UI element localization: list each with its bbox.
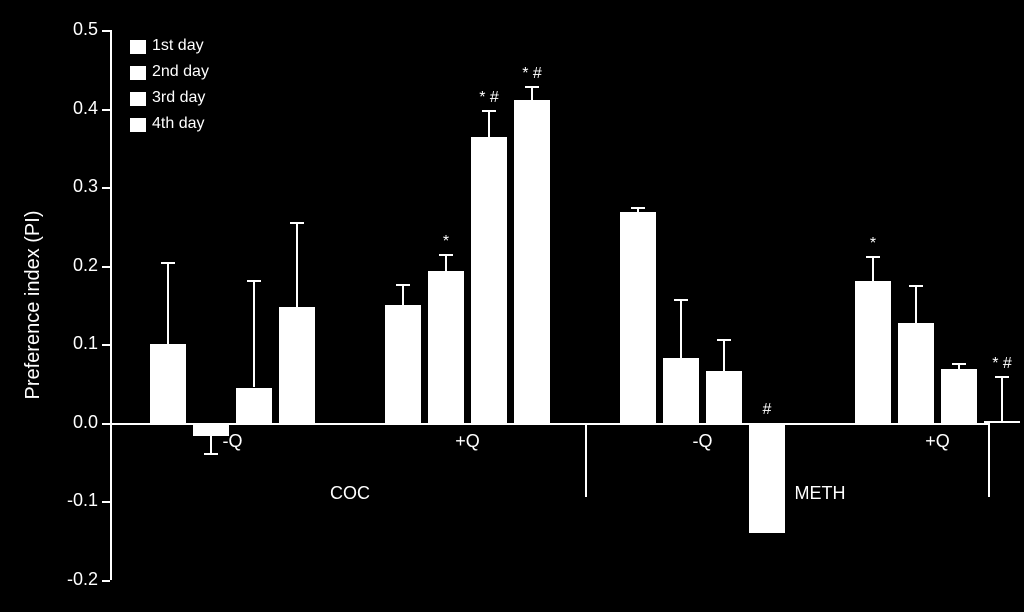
legend-label: 2nd day — [152, 63, 209, 81]
error-cap — [204, 453, 218, 455]
y-tick — [102, 501, 110, 503]
bar — [941, 369, 977, 422]
bar — [663, 358, 699, 423]
y-axis-title: Preference index (PI) — [22, 195, 45, 415]
bar-annotation: * # — [504, 65, 560, 83]
cluster-label: -Q — [150, 431, 315, 452]
error-cap — [247, 280, 261, 282]
error-bar — [915, 286, 917, 323]
cluster-label: +Q — [385, 431, 550, 452]
legend-swatch — [130, 66, 146, 80]
error-cap — [952, 363, 966, 365]
bar-annotation: * — [845, 235, 901, 253]
x-axis-end-tick — [988, 423, 990, 498]
error-bar — [167, 263, 169, 345]
error-cap — [439, 254, 453, 256]
y-tick-label: -0.1 — [30, 490, 98, 511]
y-tick — [102, 266, 110, 268]
error-cap — [909, 285, 923, 287]
legend-swatch — [130, 92, 146, 106]
error-bar — [1001, 377, 1003, 421]
bar — [514, 100, 550, 423]
y-tick — [102, 580, 110, 582]
bar-annotation: * # — [461, 89, 517, 107]
error-bar — [445, 255, 447, 272]
bar-chart: -0.2-0.10.00.10.20.30.40.5Preference ind… — [0, 0, 1024, 612]
cluster-label: -Q — [620, 431, 785, 452]
legend-label: 4th day — [152, 115, 204, 133]
bar — [385, 305, 421, 423]
y-tick-label: -0.2 — [30, 569, 98, 590]
error-cap — [396, 284, 410, 286]
bar — [855, 281, 891, 422]
section-divider — [585, 423, 587, 498]
error-cap — [631, 207, 645, 209]
bar — [706, 371, 742, 423]
error-bar — [723, 340, 725, 371]
error-bar — [253, 281, 255, 387]
error-cap — [866, 256, 880, 258]
bar — [428, 271, 464, 423]
error-bar — [680, 300, 682, 357]
section-label: COC — [290, 483, 410, 504]
error-bar — [531, 87, 533, 100]
bar-annotation: # — [739, 401, 795, 419]
bar — [236, 388, 272, 423]
y-tick — [102, 109, 110, 111]
error-bar — [872, 257, 874, 281]
y-tick — [102, 423, 110, 425]
y-tick — [102, 187, 110, 189]
error-cap — [482, 110, 496, 112]
cluster-label: +Q — [855, 431, 1020, 452]
y-tick-label: 0.3 — [30, 176, 98, 197]
error-cap — [525, 86, 539, 88]
error-cap — [674, 299, 688, 301]
bar — [898, 323, 934, 423]
y-tick — [102, 30, 110, 32]
y-axis — [110, 30, 112, 580]
error-cap — [717, 339, 731, 341]
y-tick — [102, 344, 110, 346]
bar — [150, 344, 186, 423]
legend-label: 1st day — [152, 37, 204, 55]
legend-label: 3rd day — [152, 89, 205, 107]
error-cap — [290, 222, 304, 224]
section-label: METH — [760, 483, 880, 504]
bar — [620, 212, 656, 423]
error-cap — [995, 376, 1009, 378]
legend-swatch — [130, 118, 146, 132]
legend-swatch — [130, 40, 146, 54]
error-bar — [488, 111, 490, 137]
bar-annotation: * # — [974, 355, 1024, 373]
error-bar — [296, 223, 298, 307]
y-tick-label: 0.5 — [30, 19, 98, 40]
x-axis — [110, 423, 990, 425]
error-bar — [402, 285, 404, 305]
y-tick-label: 0.4 — [30, 98, 98, 119]
error-cap — [161, 262, 175, 264]
bar-annotation: * — [418, 233, 474, 251]
bar — [279, 307, 315, 423]
bar — [471, 137, 507, 423]
